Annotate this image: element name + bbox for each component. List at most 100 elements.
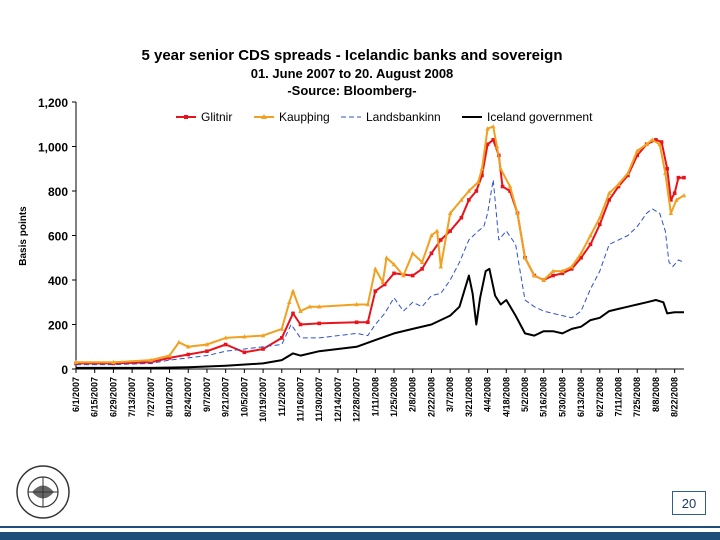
data-point-kaup-ing xyxy=(391,261,397,267)
data-point-kaup-ing xyxy=(167,353,172,358)
x-tick-label: 1/11/2008 xyxy=(370,377,380,417)
data-point-glitnir xyxy=(298,322,303,327)
data-point-glitnir xyxy=(149,360,153,365)
y-tick-label: 1,000 xyxy=(38,141,68,155)
legend: Glitnir Kaupþing Landsbankinn Iceland gover… xyxy=(176,110,593,124)
data-point-glitnir xyxy=(672,191,677,196)
data-point-glitnir xyxy=(291,311,295,316)
data-point-glitnir xyxy=(659,140,664,144)
data-point-kaup-ing xyxy=(515,210,520,216)
data-point-glitnir xyxy=(366,320,370,325)
data-point-glitnir xyxy=(588,242,593,247)
y-tick-label: 400 xyxy=(48,274,68,288)
data-point-glitnir xyxy=(485,142,490,147)
x-tick-label: 11/16/2007 xyxy=(295,377,305,422)
legend-marker-kaup-ing xyxy=(261,114,267,119)
y-tick-label: 800 xyxy=(48,185,68,199)
data-point-kaup-ing xyxy=(588,233,593,238)
data-point-kaup-ing xyxy=(290,288,296,293)
y-tick-label: 600 xyxy=(48,230,68,244)
data-point-kaup-ing xyxy=(668,210,674,216)
y-axis-label: Basis points xyxy=(18,206,29,266)
x-tick-label: 2/22/2008 xyxy=(426,377,436,417)
chart-source: -Source: Bloomberg- xyxy=(287,83,416,98)
data-point-kaup-ing xyxy=(569,264,574,269)
data-point-kaup-ing xyxy=(541,277,546,282)
data-point-glitnir xyxy=(354,320,359,325)
x-tick-label: 7/25/2008 xyxy=(632,377,642,417)
x-tick-label: 6/29/2007 xyxy=(108,377,118,417)
data-point-kaup-ing xyxy=(649,137,655,142)
data-point-glitnir xyxy=(205,349,209,353)
data-point-glitnir xyxy=(410,273,415,278)
data-point-kaup-ing xyxy=(373,266,378,271)
data-point-kaup-ing xyxy=(485,126,490,131)
x-tick-label: 5/16/2008 xyxy=(539,377,549,417)
footer-rule-thick xyxy=(0,532,720,540)
y-tick-label: 200 xyxy=(48,319,68,333)
data-point-kaup-ing xyxy=(419,259,425,264)
imf-logo-seal xyxy=(16,465,70,519)
series-line-kaup-ing xyxy=(76,125,685,364)
data-point-kaup-ing xyxy=(522,255,528,260)
x-tick-label: 6/27/2008 xyxy=(595,377,605,417)
data-point-kaup-ing xyxy=(354,301,359,307)
data-point-glitnir xyxy=(676,175,681,180)
data-point-glitnir xyxy=(261,347,265,351)
data-point-kaup-ing xyxy=(560,268,565,273)
data-point-kaup-ing xyxy=(401,273,406,278)
data-point-glitnir xyxy=(382,282,387,287)
x-tick-label: 9/21/2007 xyxy=(221,377,231,417)
series-line-glitnir xyxy=(76,138,684,365)
data-point-kaup-ing xyxy=(644,141,649,147)
x-tick-label: 3/21/2008 xyxy=(464,377,474,417)
data-point-kaup-ing xyxy=(410,250,415,256)
data-point-kaup-ing xyxy=(490,123,496,129)
data-point-kaup-ing xyxy=(279,326,284,331)
data-point-kaup-ing xyxy=(578,250,584,256)
legend-label-glitnir: Glitnir xyxy=(201,110,232,124)
data-point-kaup-ing xyxy=(307,304,313,309)
data-point-glitnir xyxy=(474,189,479,193)
y-tick-label: 0 xyxy=(61,363,68,377)
data-point-kaup-ing xyxy=(498,166,503,171)
data-point-glitnir xyxy=(242,350,247,355)
legend-label-iceland-government: Iceland government xyxy=(487,110,593,124)
data-point-kaup-ing xyxy=(447,210,453,216)
x-tick-label: 8/22/2008 xyxy=(670,377,680,417)
series-line-landsbankinn xyxy=(76,179,685,366)
footer-rule-thin xyxy=(0,526,720,528)
data-point-glitnir xyxy=(508,189,512,193)
data-point-kaup-ing xyxy=(73,359,79,365)
data-point-kaup-ing xyxy=(466,188,472,193)
data-point-glitnir xyxy=(579,255,583,260)
legend-marker-glitnir xyxy=(184,115,188,119)
data-point-glitnir xyxy=(317,321,321,326)
data-point-glitnir xyxy=(665,166,669,171)
data-point-glitnir xyxy=(459,215,464,220)
x-tick-label: 2/8/2008 xyxy=(408,377,418,412)
data-point-glitnir xyxy=(448,229,452,233)
data-point-glitnir xyxy=(551,273,555,278)
data-point-kaup-ing xyxy=(287,299,292,305)
data-point-glitnir xyxy=(279,336,284,340)
data-point-kaup-ing xyxy=(657,141,662,147)
x-tick-label: 9/7/2007 xyxy=(202,377,212,412)
x-tick-label: 6/1/2007 xyxy=(71,377,81,412)
data-point-kaup-ing xyxy=(148,357,154,362)
data-point-kaup-ing xyxy=(597,215,603,220)
data-point-kaup-ing xyxy=(494,144,500,149)
data-point-kaup-ing xyxy=(674,197,679,202)
x-tick-label: 11/2/2007 xyxy=(277,377,287,417)
data-point-kaup-ing xyxy=(606,190,612,196)
data-point-kaup-ing xyxy=(681,192,687,198)
data-point-glitnir xyxy=(373,289,378,293)
data-point-glitnir xyxy=(598,222,602,227)
y-axis-ticks: 0 200 400 600 800 1,000 1,200 xyxy=(38,96,76,377)
plot-area xyxy=(73,102,687,370)
data-point-kaup-ing xyxy=(479,166,485,171)
x-tick-label: 10/5/2007 xyxy=(239,377,249,417)
data-point-kaup-ing xyxy=(298,308,303,313)
data-point-glitnir xyxy=(669,198,673,202)
data-point-kaup-ing xyxy=(532,273,537,278)
